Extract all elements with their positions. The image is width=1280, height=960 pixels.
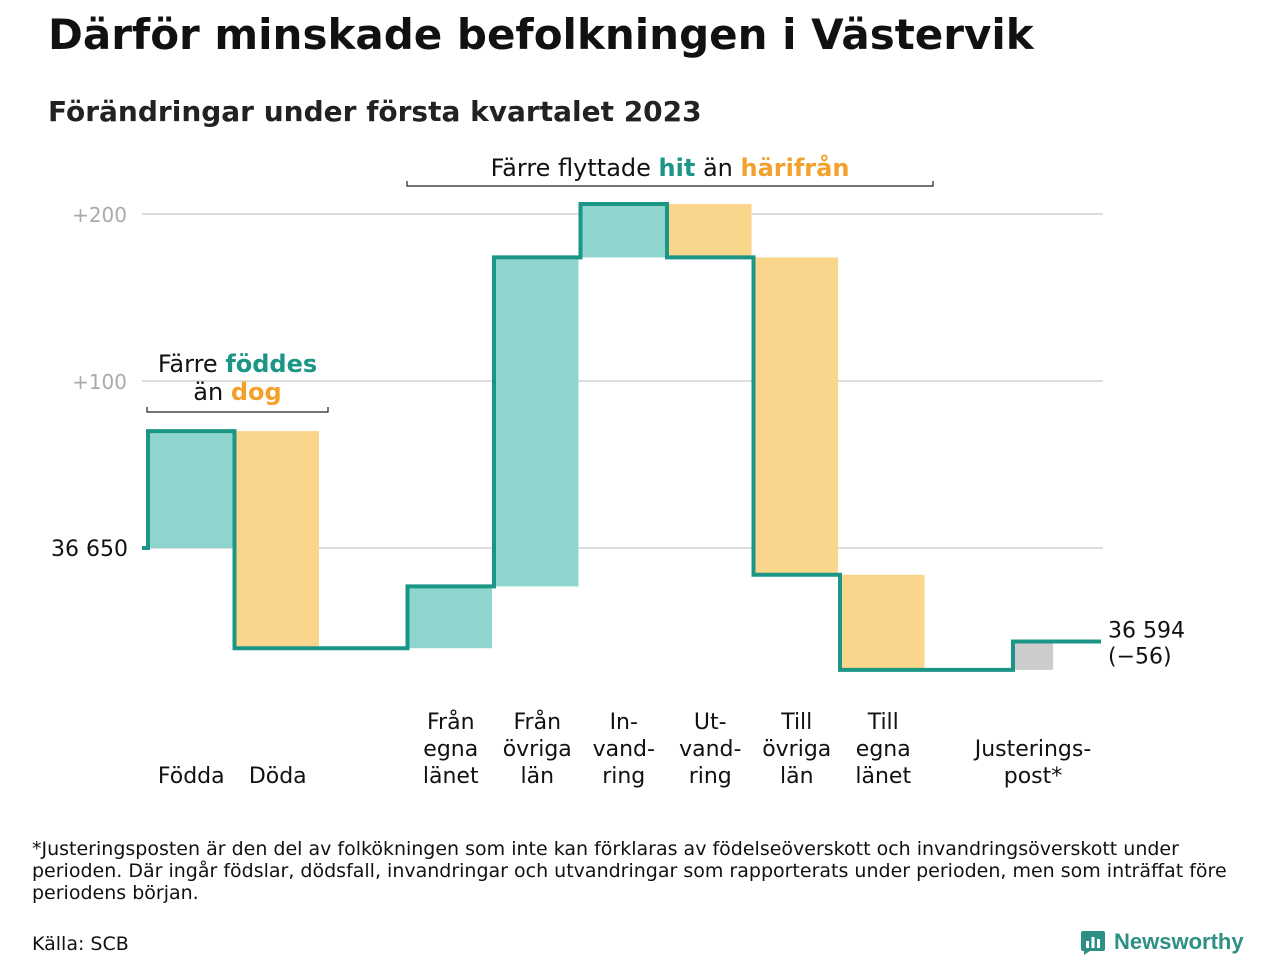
bar-doda bbox=[234, 431, 319, 649]
x-tick-label: vand- bbox=[593, 737, 655, 762]
annotation-segment: dog bbox=[231, 378, 282, 406]
chart-title: Därför minskade befolkningen i Västervik bbox=[48, 10, 1034, 59]
newsworthy-logo: Newsworthy bbox=[1080, 926, 1244, 958]
bar-utvandring bbox=[667, 203, 752, 258]
x-tick-label: Ut- bbox=[694, 710, 727, 735]
annotation-segment: hit bbox=[659, 154, 696, 182]
x-tick-label: länet bbox=[423, 764, 479, 789]
annotation-bracket bbox=[406, 181, 934, 187]
source-text: Källa: SCB bbox=[32, 933, 129, 955]
x-tick-label: egna bbox=[423, 737, 478, 762]
annotation-segment: föddes bbox=[225, 350, 317, 378]
bar-fodda bbox=[148, 431, 233, 548]
x-tick-label: Justerings- bbox=[973, 737, 1092, 762]
x-tick-label: ring bbox=[689, 764, 732, 789]
x-tick-label: län bbox=[780, 764, 814, 789]
x-tick-label: Från bbox=[513, 709, 561, 735]
x-tick-label: län bbox=[520, 764, 554, 789]
x-tick-label: länet bbox=[855, 764, 911, 789]
bar-till-ovriga-lan bbox=[753, 257, 838, 575]
bar-invandring bbox=[580, 203, 665, 258]
x-tick-label: egna bbox=[856, 737, 911, 762]
bar-fran-egna-lanet bbox=[407, 586, 492, 649]
x-tick-label: övriga bbox=[762, 737, 831, 762]
bar-justeringspost bbox=[1015, 641, 1054, 670]
x-tick-label: ring bbox=[602, 764, 645, 789]
x-tick-label: Födda bbox=[158, 764, 225, 789]
bar-till-egna-lanet bbox=[840, 574, 925, 670]
brand-name: Newsworthy bbox=[1114, 929, 1244, 954]
annotation-bracket bbox=[146, 407, 329, 413]
annotation-text: Färre föddes bbox=[158, 350, 317, 378]
running-total-line bbox=[142, 201, 1101, 672]
x-tick-label: vand- bbox=[679, 737, 741, 762]
end-value-label: 36 594 bbox=[1108, 619, 1185, 644]
annotation-segment: härifrån bbox=[741, 153, 850, 182]
footnote: *Justeringsposten är den del av folkökni… bbox=[32, 838, 1227, 904]
annotation-text: än dog bbox=[193, 378, 281, 406]
x-tick-label: övriga bbox=[503, 737, 572, 762]
x-tick-label: In- bbox=[610, 710, 638, 735]
x-tick-label: Döda bbox=[249, 764, 307, 789]
chart-subtitle: Förändringar under första kvartalet 2023 bbox=[48, 95, 702, 128]
newsworthy-logo-icon bbox=[1081, 931, 1105, 955]
bars bbox=[148, 203, 1054, 670]
x-tick-label: Till bbox=[780, 710, 812, 735]
annotation-segment: Färre bbox=[158, 350, 226, 378]
y-tick-label: +200 bbox=[72, 203, 127, 227]
running-total-path bbox=[142, 201, 1101, 672]
y-tick-label: +100 bbox=[72, 370, 127, 394]
annotation-segment: Färre flyttade bbox=[491, 154, 659, 182]
x-tick-label: Till bbox=[867, 710, 899, 735]
annotation-segment: än bbox=[193, 378, 231, 406]
start-value-label: 36 650 bbox=[51, 537, 128, 562]
x-tick-label: Från bbox=[427, 709, 475, 735]
annotation-text: Färre flyttade hit än härifrån bbox=[491, 153, 850, 182]
end-value-label: (−56) bbox=[1108, 645, 1172, 670]
annotation-segment: än bbox=[695, 154, 740, 182]
bar-fran-ovriga-lan bbox=[494, 257, 579, 587]
x-tick-label: post* bbox=[1004, 764, 1063, 789]
